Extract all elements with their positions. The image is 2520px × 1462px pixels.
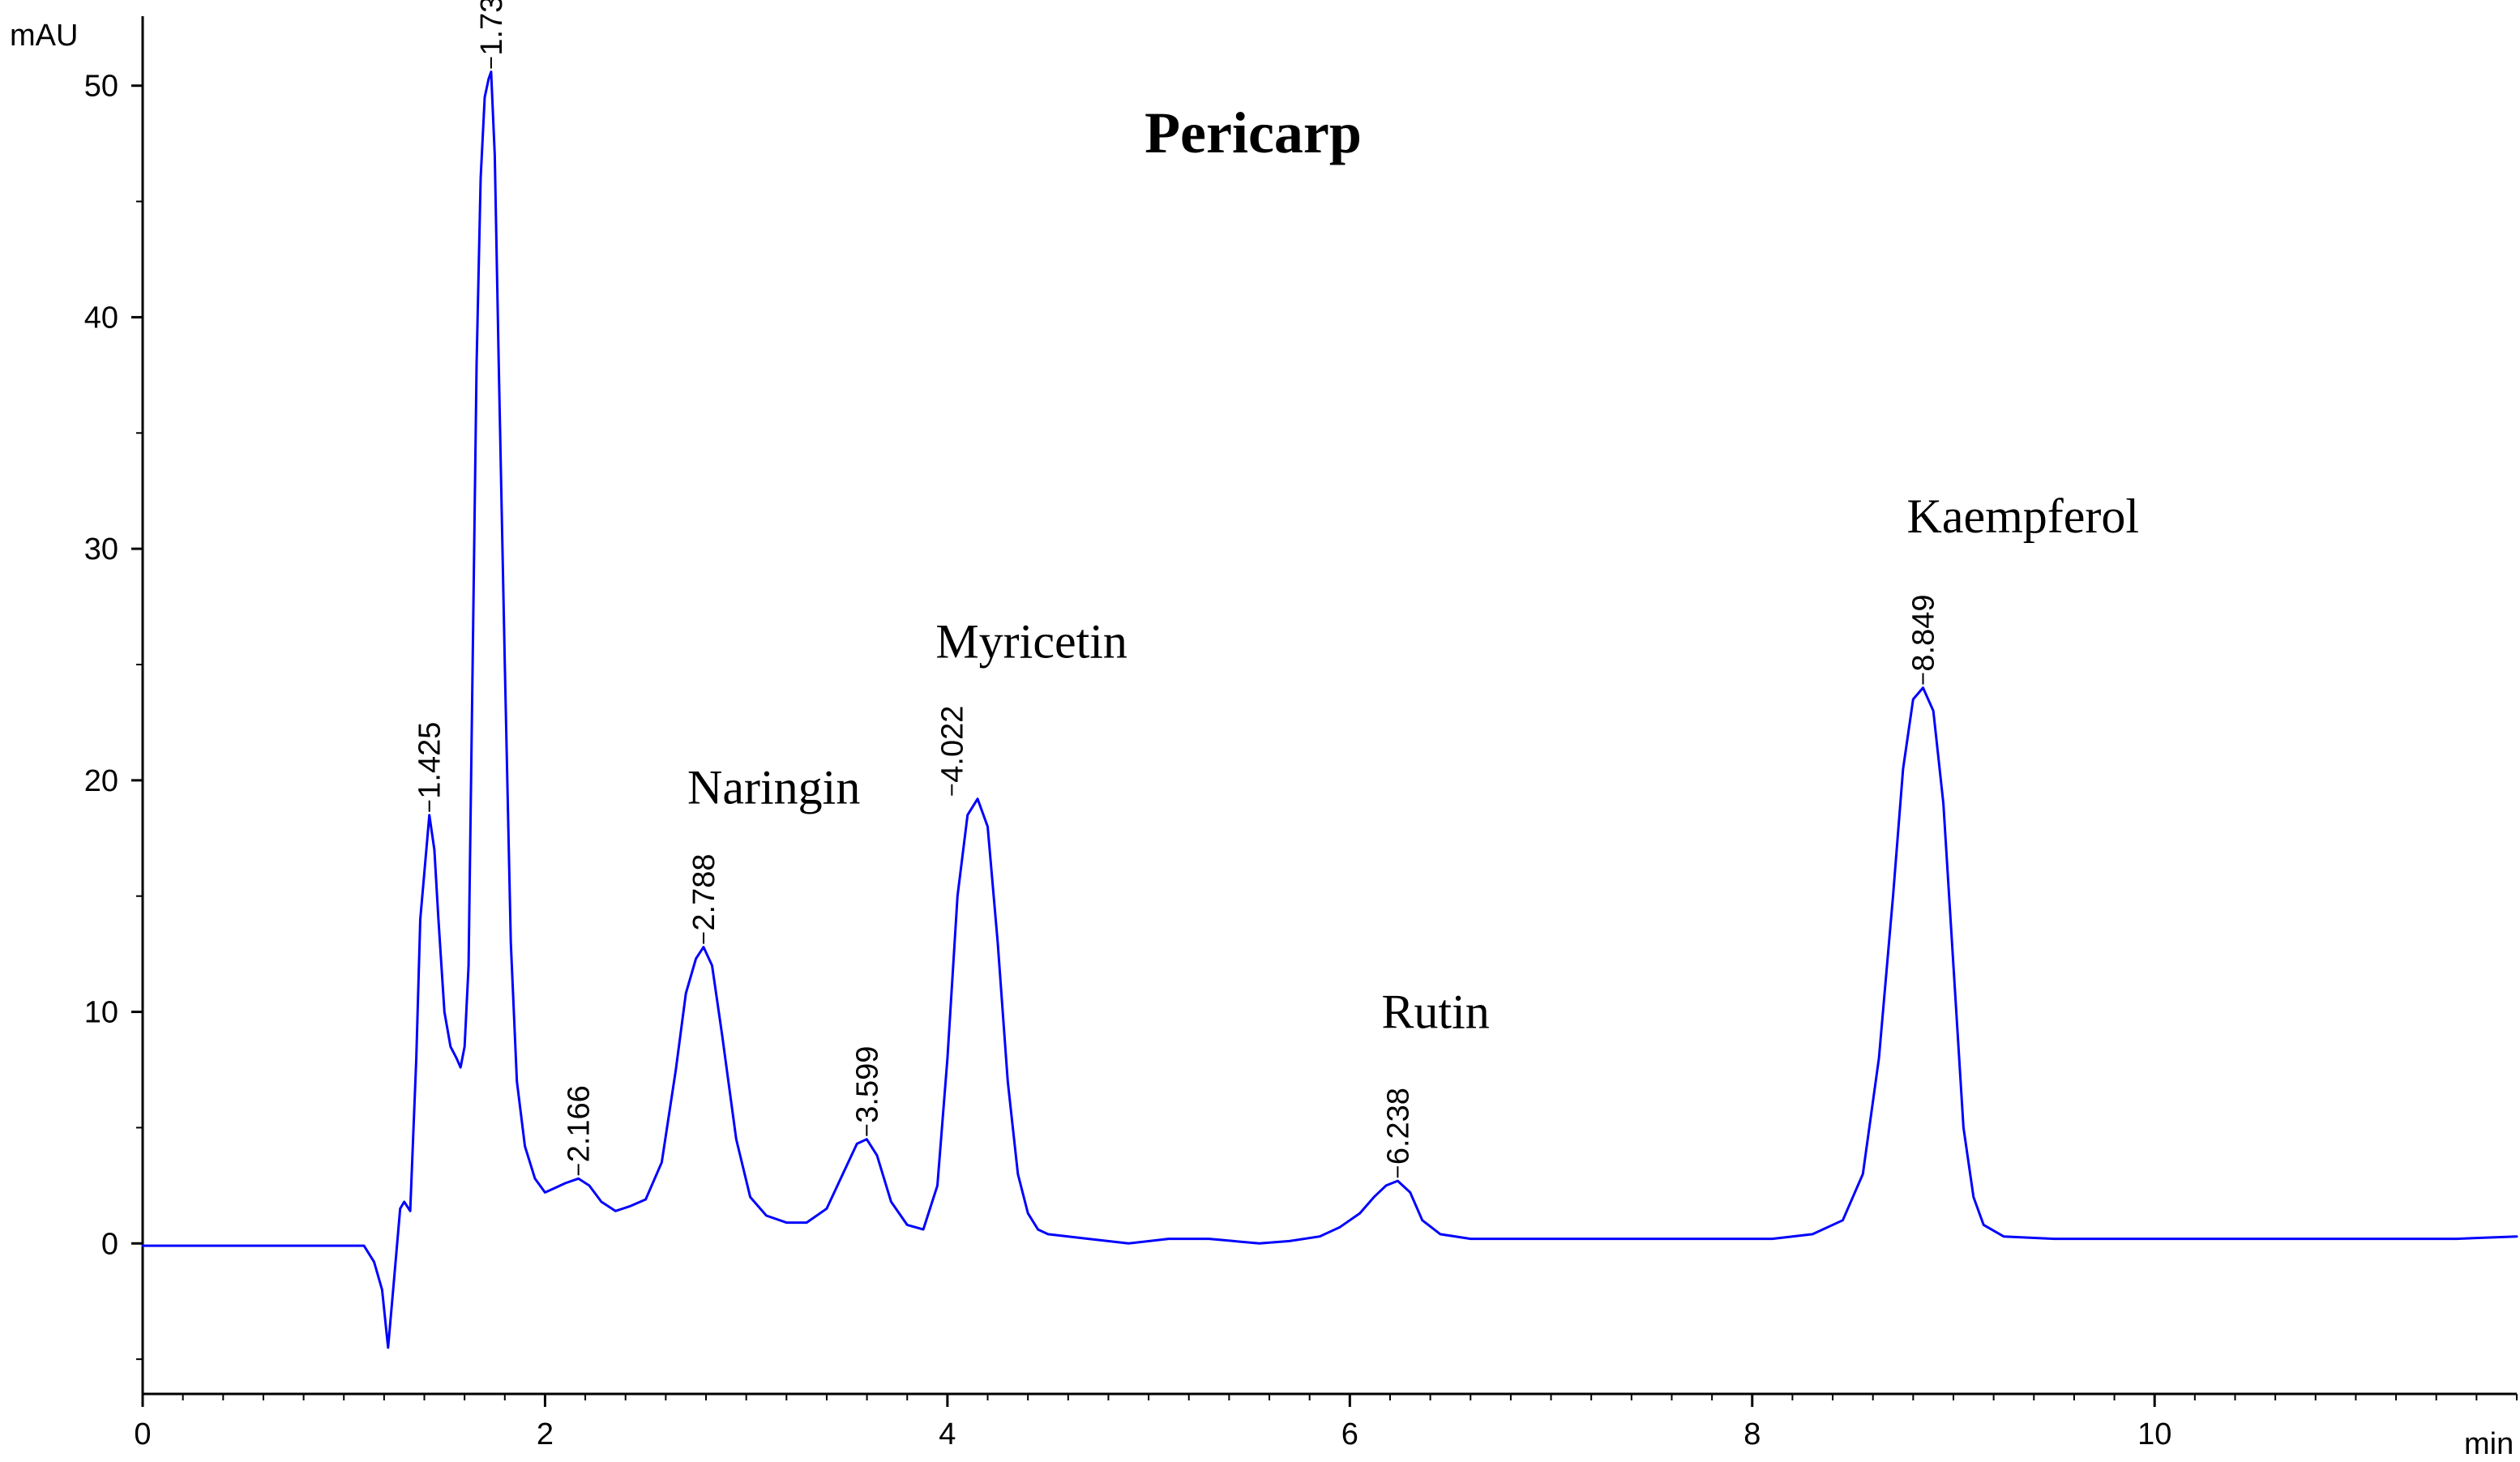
compound-label: Naringin [687,760,860,814]
x-tick-label: 6 [1341,1417,1358,1451]
x-tick-label: 0 [134,1417,151,1451]
peak-retention-label: 2.788 [687,853,721,930]
peak-retention-label: 6.238 [1381,1088,1415,1165]
y-tick-label: 10 [84,996,118,1030]
chromatogram-trace [141,71,2518,1349]
y-axis-unit-label: mAU [10,19,78,53]
peak-retention-label: 2.166 [563,1085,597,1162]
x-tick-label: 4 [939,1417,956,1451]
peak-retention-label: 3.599 [850,1046,884,1123]
peak-retention-label: 8.849 [1907,594,1941,671]
axes: 0 10 20 30 40 50 0 2 4 6 8 10 [84,16,2518,1451]
compound-label: Rutin [1381,985,1489,1039]
y-tick-label: 20 [84,764,118,798]
trace-layer [141,71,2518,1349]
y-tick-label: 40 [84,301,118,335]
y-tick-label: 50 [84,70,118,104]
compound-label: Myricetin [935,614,1127,668]
y-tick-label: 0 [101,1227,118,1261]
peak-retention-label: 1.425 [413,722,447,799]
chart-title: Pericarp [1144,100,1362,165]
label-layer: 1.425 1.732 2.166 2.788 3.599 4.022 6.238 8.849… [413,0,2139,1178]
compound-label: Kaempferol [1907,489,2140,543]
peak-retention-label: 4.022 [935,706,969,783]
x-tick-label: 8 [1743,1417,1761,1451]
x-tick-label: 2 [537,1417,554,1451]
x-axis-unit-label: min [2464,1427,2514,1461]
x-tick-label: 10 [2137,1417,2171,1451]
y-tick-label: 30 [84,532,118,566]
peak-retention-label: 1.732 [475,0,509,56]
